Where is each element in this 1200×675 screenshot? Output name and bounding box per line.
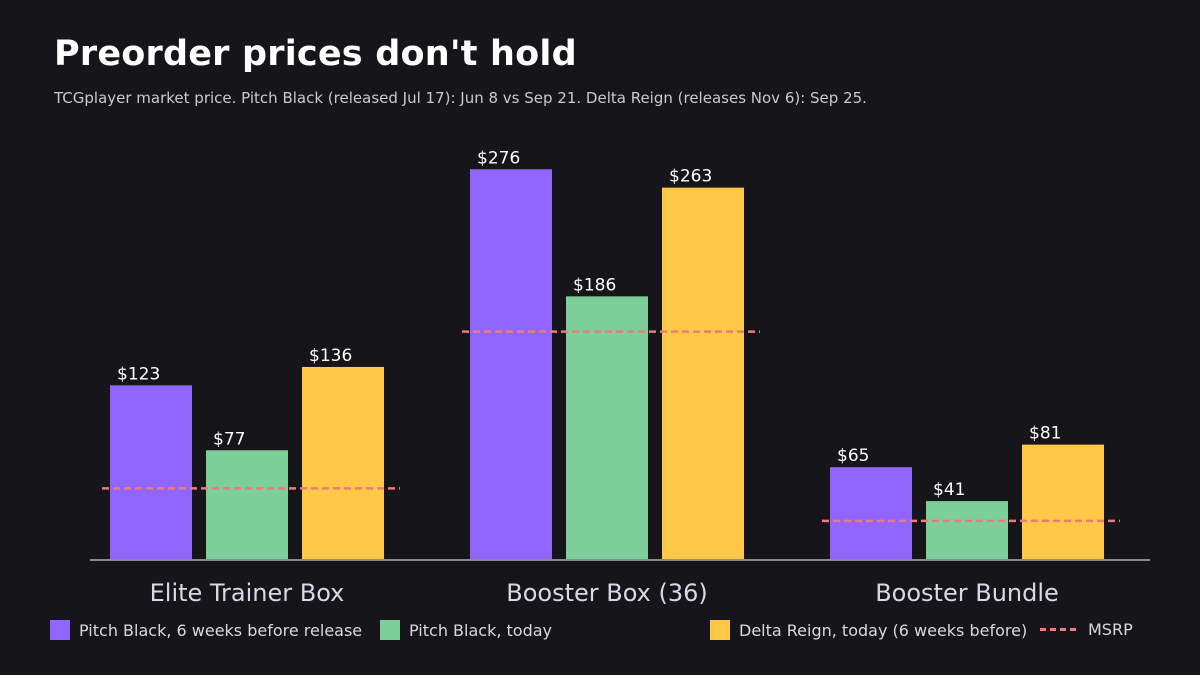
data-label: $276 — [477, 148, 520, 168]
legend-item-delta-reign-today: Delta Reign, today (6 weeks before) — [710, 620, 1027, 640]
legend-swatch — [50, 620, 70, 640]
bar-booster-bundle-pitch-black-6-weeks-before-release — [830, 467, 912, 559]
legend-swatch — [380, 620, 400, 640]
bar-elite-trainer-box-pitch-black-6-weeks-before-release — [110, 385, 192, 559]
chart-title: Preorder prices don't hold — [54, 34, 577, 74]
data-label: $41 — [933, 480, 965, 500]
legend-item-pitch-black-today: Pitch Black, today — [380, 620, 552, 640]
bar-booster-box-36-pitch-black-today — [566, 296, 648, 559]
legend: Pitch Black, 6 weeks before release Pitc… — [0, 620, 1200, 646]
data-label: $263 — [669, 167, 712, 187]
legend-item-msrp: MSRP — [1040, 620, 1133, 639]
bar-elite-trainer-box-delta-reign-today-6-weeks-before — [302, 366, 384, 559]
bar-booster-bundle-pitch-black-today — [926, 501, 1008, 559]
data-label: $65 — [837, 446, 869, 466]
legend-msrp-dash — [1040, 628, 1076, 631]
legend-label: Delta Reign, today (6 weeks before) — [739, 620, 1028, 640]
bars-layer — [110, 169, 1104, 560]
bar-booster-bundle-delta-reign-today-6-weeks-before — [1022, 444, 1104, 559]
bar-booster-box-36-pitch-black-6-weeks-before-release — [470, 169, 552, 559]
legend-item-pitch-black-before: Pitch Black, 6 weeks before release — [50, 620, 362, 640]
msrp-layer — [102, 330, 1120, 523]
bar-elite-trainer-box-pitch-black-today — [206, 450, 288, 559]
data-label: $123 — [117, 364, 160, 384]
data-label: $186 — [573, 275, 616, 295]
category-label: Booster Box (36) — [506, 579, 708, 607]
chart-subtitle: TCGplayer market price. Pitch Black (rel… — [54, 89, 867, 107]
legend-label: Pitch Black, 6 weeks before release — [79, 620, 363, 640]
data-label: $136 — [309, 346, 352, 366]
legend-swatch — [710, 620, 730, 640]
legend-label: Pitch Black, today — [409, 620, 552, 640]
data-label: $77 — [213, 429, 245, 449]
bar-booster-box-36-delta-reign-today-6-weeks-before — [662, 187, 744, 560]
category-label: Booster Bundle — [875, 579, 1059, 607]
data-label: $81 — [1029, 424, 1061, 444]
labels-layer: $123 $77 $136 Elite Trainer Box $276 $186 $263… — [117, 148, 1061, 607]
legend-label: MSRP — [1088, 620, 1133, 639]
category-label: Elite Trainer Box — [150, 579, 345, 607]
